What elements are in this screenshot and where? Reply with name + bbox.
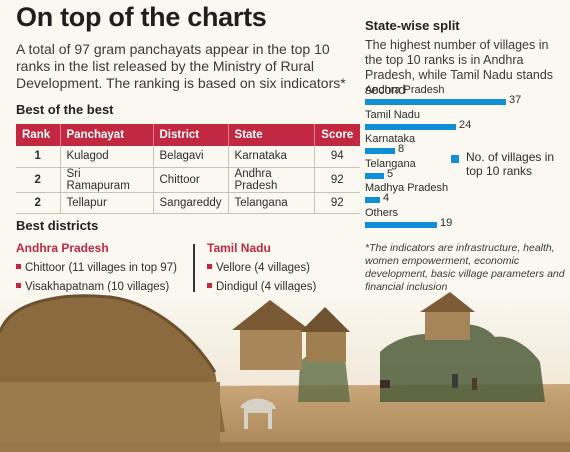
panchayat-cell: Tellapur [60,192,154,214]
state-cell: Karnataka [228,146,315,168]
rank-cell: 1 [16,146,61,168]
table-row: 2 Tellapur Sangareddy Telangana 92 [16,192,360,214]
bar [365,148,395,155]
best-heading: Best of the best [16,102,114,117]
district-cell: Sangareddy [153,192,229,214]
village-photo [0,292,570,452]
district-item-label: Chittoor (11 villages in top 97) [25,262,177,274]
district-item: Dindigul (4 villages) [207,281,316,293]
footnote: *The indicators are infrastructure, heal… [365,242,565,293]
bullet-icon [207,283,212,288]
legend-swatch [451,155,459,163]
district-cell: Chittoor [153,167,229,193]
statewise-subtitle: The highest number of villages in the to… [365,38,554,97]
bar-value-label: 8 [398,143,405,156]
statewise-heading: State-wise split [365,18,460,33]
score-cell: 92 [314,192,360,214]
bar-category-label: Others [365,207,399,219]
intro-text: A total of 97 gram panchayats appear in … [16,41,346,91]
col-state-header: State [228,124,315,146]
bar [365,123,456,130]
page-title: On top of the charts [16,2,267,32]
table-row: 1 Kulagod Belagavi Karnataka 94 [16,146,360,168]
bar-value-label: 4 [383,192,390,205]
district-item-label: Visakhapatnam (10 villages) [25,281,170,293]
district-item: Chittoor (11 villages in top 97) [16,262,177,274]
state-cell: Andhra Pradesh [228,167,315,193]
divider [193,244,195,294]
legend-label: No. of villages in top 10 ranks [466,150,555,178]
bar-category-label: Telangana [365,157,416,170]
bar-value-label: 19 [440,217,453,229]
col-district-header: District [153,124,229,146]
bullet-icon [207,264,212,269]
districts-heading: Best districts [16,218,99,233]
bar-value-label: 5 [387,167,394,180]
panchayat-cell: Sri Ramapuram [60,167,154,193]
col-score-header: Score [314,124,360,146]
ranking-table: Rank Panchayat District State Score 1 Ku… [16,124,360,214]
rank-cell: 2 [16,167,61,193]
bullet-icon [16,283,21,288]
bar [365,197,380,204]
col-rank-header: Rank [16,124,61,146]
panchayat-cell: Kulagod [60,146,154,168]
bar-value-label: 37 [509,94,522,106]
district-item-label: Vellore (4 villages) [216,262,310,274]
rank-cell: 2 [16,192,61,214]
district-item: Vellore (4 villages) [207,262,310,274]
state-cell: Telangana [228,192,315,214]
district-item-label: Dindigul (4 villages) [216,281,317,293]
col-panchayat-header: Panchayat [60,124,154,146]
bar [365,222,437,228]
district-state-andhra: Andhra Pradesh [16,241,109,255]
district-item: Visakhapatnam (10 villages) [16,281,169,293]
bar-value-label: 24 [459,118,472,131]
bar-category-label: Tamil Nadu [365,108,421,121]
bullet-icon [16,264,21,269]
table-header-row: Rank Panchayat District State Score [16,124,360,146]
bar-category-label: Karnataka [365,133,416,146]
bar [365,99,506,105]
table-row: 2 Sri Ramapuram Chittoor Andhra Pradesh … [16,167,360,193]
bar-category-label: Madhya Pradesh [365,182,449,195]
bar [365,172,384,179]
score-cell: 94 [314,146,360,168]
score-cell: 92 [314,167,360,193]
district-state-tamil-nadu: Tamil Nadu [207,241,271,255]
bar-category-label: Andhra Pradesh [365,84,445,96]
district-cell: Belagavi [153,146,229,168]
